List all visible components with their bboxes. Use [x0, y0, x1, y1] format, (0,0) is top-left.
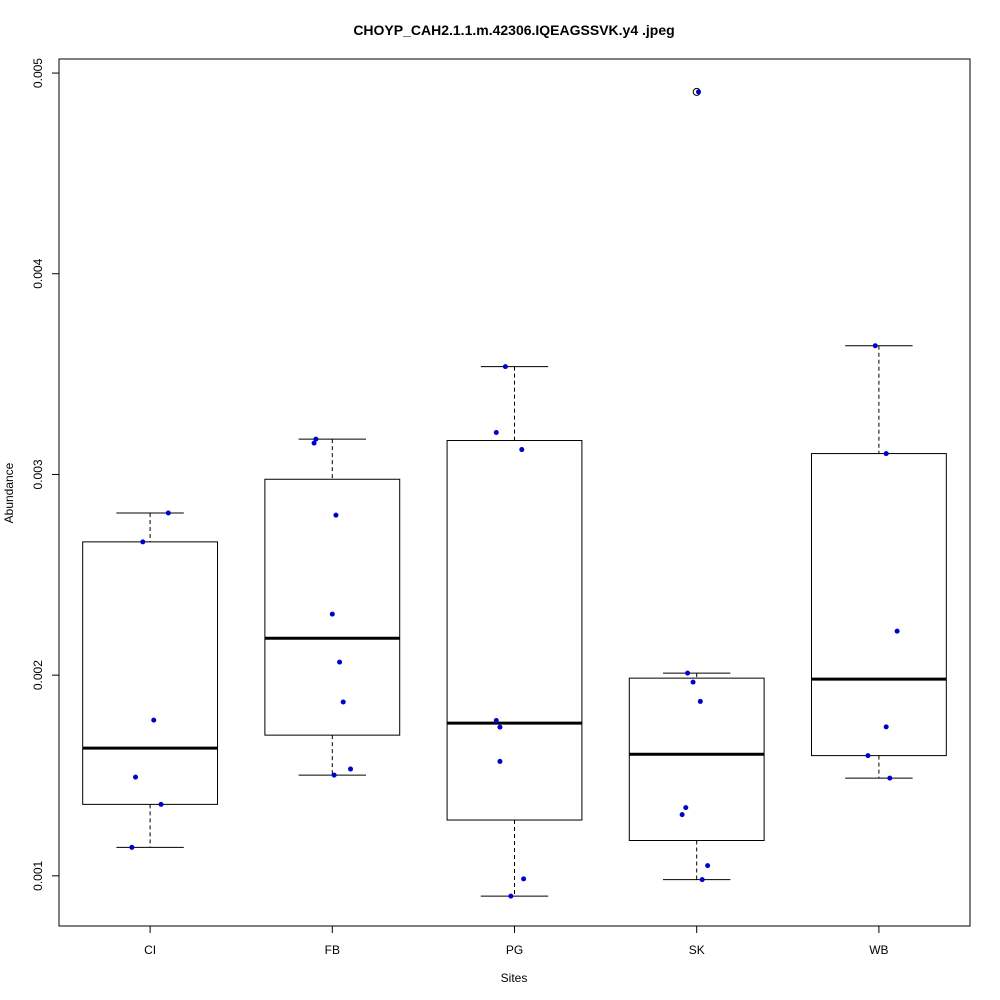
- data-point-sk-26: [683, 805, 689, 811]
- data-point-pg-15: [493, 429, 499, 435]
- data-point-sk-29: [699, 877, 705, 883]
- data-point-fb-9: [329, 611, 335, 617]
- point-group: [129, 89, 900, 899]
- plot-frame: [58, 58, 971, 927]
- x-tick-label-ci: CI: [144, 943, 156, 957]
- y-axis-label: Abundance: [2, 462, 16, 523]
- x-tick-label-wb: WB: [869, 943, 888, 957]
- data-point-ci-5: [129, 844, 135, 850]
- x-tick-label-fb: FB: [325, 943, 340, 957]
- data-point-pg-19: [497, 758, 503, 764]
- data-point-pg-16: [519, 447, 525, 453]
- x-tick-label-sk: SK: [689, 943, 705, 957]
- data-point-ci-3: [133, 774, 139, 780]
- data-point-pg-20: [521, 876, 527, 882]
- data-point-fb-10: [337, 659, 343, 665]
- x-axis-label: Sites: [501, 971, 528, 985]
- data-point-wb-32: [894, 628, 900, 634]
- data-point-fb-7: [311, 440, 317, 446]
- y-tick-label: 0.002: [31, 660, 45, 690]
- data-point-pg-18: [497, 724, 503, 730]
- box-ci: [82, 541, 219, 805]
- data-point-sk-23: [685, 670, 691, 676]
- data-point-sk-25: [697, 698, 703, 704]
- y-tick-label: 0.004: [31, 258, 45, 288]
- box-fb: [264, 478, 401, 736]
- data-point-wb-33: [883, 724, 889, 730]
- axes-group: 0.001 0.002 0.003 0.004 0.005 CI FB PG SK WB: [31, 58, 889, 957]
- data-point-ci-0: [165, 510, 171, 516]
- data-point-sk-22: [696, 89, 702, 95]
- box-sk: [628, 677, 765, 842]
- data-point-fb-11: [340, 699, 346, 705]
- box-pg: [446, 440, 583, 821]
- data-point-wb-34: [865, 753, 871, 759]
- y-tick-label: 0.003: [31, 459, 45, 489]
- box-group: [82, 87, 947, 897]
- chart-title: CHOYP_CAH2.1.1.m.42306.IQEAGSSVK.y4 .jpe…: [353, 22, 674, 38]
- data-point-pg-17: [493, 717, 499, 723]
- y-tick-label: 0.001: [31, 860, 45, 890]
- box-wb: [810, 453, 947, 757]
- x-tick-label-pg: PG: [506, 943, 523, 957]
- data-point-fb-13: [331, 772, 337, 778]
- data-point-fb-8: [333, 512, 339, 518]
- data-point-ci-2: [151, 717, 157, 723]
- data-point-pg-21: [508, 893, 514, 899]
- data-point-wb-35: [887, 775, 893, 781]
- data-point-wb-31: [883, 451, 889, 457]
- data-point-pg-14: [502, 364, 508, 370]
- data-point-ci-1: [140, 539, 146, 545]
- data-point-fb-12: [348, 766, 354, 772]
- data-point-sk-27: [679, 812, 685, 818]
- data-point-sk-24: [690, 679, 696, 685]
- data-point-fb-6: [313, 436, 319, 442]
- data-point-sk-28: [705, 863, 711, 869]
- data-point-wb-30: [872, 343, 878, 349]
- y-tick-label: 0.005: [31, 58, 45, 88]
- data-point-ci-4: [158, 801, 164, 807]
